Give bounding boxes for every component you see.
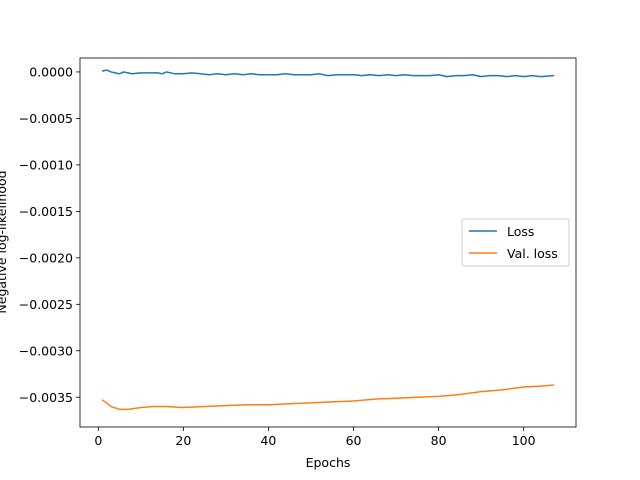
x-tick-label: 40	[260, 433, 276, 448]
val-loss-series-line	[101, 384, 555, 411]
x-tick-label: 100	[512, 433, 536, 448]
legend: Loss Val. loss	[461, 218, 570, 267]
legend-label-val-loss: Val. loss	[507, 246, 558, 261]
y-tick-label: −0.0010	[19, 157, 73, 172]
y-axis-ticks: 0.0000 −0.0005 −0.0010 −0.0015 −0.0020 −0.002…	[19, 64, 80, 405]
x-tick-label: 80	[431, 433, 447, 448]
legend-label-loss: Loss	[507, 224, 534, 239]
y-tick-label: −0.0005	[19, 111, 73, 126]
x-tick-label: 20	[175, 433, 191, 448]
y-axis-label: Negative log-likelihood	[0, 170, 9, 313]
y-tick-label: −0.0025	[19, 297, 73, 312]
y-tick-label: −0.0030	[19, 343, 73, 358]
axes-frame	[79, 57, 577, 428]
y-tick-label: −0.0015	[19, 204, 73, 219]
x-axis-label: Epochs	[306, 455, 351, 470]
y-tick-label: −0.0020	[19, 250, 73, 265]
x-axis-ticks: 0 20 40 60 80 100	[94, 427, 536, 448]
x-tick-label: 0	[94, 433, 102, 448]
y-tick-label: 0.0000	[29, 64, 73, 79]
x-tick-label: 60	[346, 433, 362, 448]
plot-area	[101, 69, 555, 411]
y-tick-label: −0.0035	[19, 390, 73, 405]
loss-series-line	[101, 69, 555, 78]
